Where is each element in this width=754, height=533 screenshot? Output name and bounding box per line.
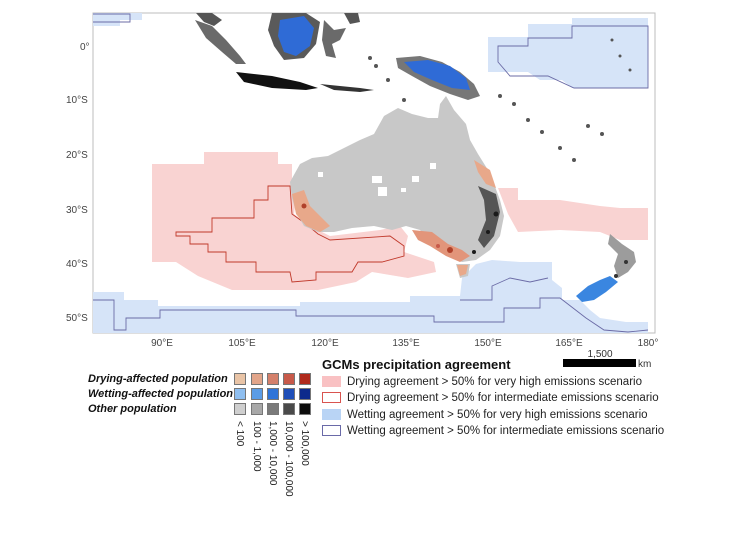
longitude-labels: 90°E 105°E 120°E 135°E 150°E 165°E 180° [151,338,658,349]
agreement-legend-item: Wetting agreement > 50% for intermediate… [322,424,664,437]
agreement-legend-item: Drying agreement > 50% for very high emi… [322,375,642,388]
east-coast-dense-population [472,186,500,254]
lat-label: 30°S [66,205,88,216]
population-class-label: 10,000 - 100,000 [283,421,294,497]
population-swatch [283,373,295,385]
lat-label: 20°S [66,150,88,161]
population-swatch [234,388,246,400]
population-swatch [299,388,311,400]
sumatra [195,20,246,64]
wetting-outline-pacific [497,25,649,89]
population-swatch [299,373,311,385]
scale-bar: 1,500 km [563,349,651,370]
small-islands [368,38,632,162]
lon-label: 105°E [228,338,256,349]
population-swatch [251,373,263,385]
population-row-label: Other population [88,403,177,415]
population-class-label: < 100 [234,421,245,447]
scale-value: 1,500 [587,349,612,360]
nz-north-island [608,234,636,278]
agreement-label: Drying agreement > 50% for very high emi… [347,375,642,388]
lesser-sunda [320,84,374,92]
nz-south-island [576,276,618,302]
scale-bar-line [563,359,636,367]
lat-label: 40°S [66,259,88,270]
lat-label: 0° [80,42,90,53]
wetting-high-pacific [488,18,648,88]
australia-landmass [290,96,504,262]
population-swatch [299,403,311,415]
drying-pop-east [474,160,496,188]
malaysia [196,13,222,26]
agreement-legend-title: GCMs precipitation agreement [322,357,511,372]
lat-label: 50°S [66,313,88,324]
agreement-swatch [322,376,341,387]
population-swatch [251,403,263,415]
population-row-label: Wetting-affected population [88,388,234,400]
population-row-label: Drying-affected population [88,373,228,385]
population-swatch [267,403,279,415]
drying-intermediate-outline [175,185,405,283]
agreement-label: Wetting agreement > 50% for very high em… [347,408,648,421]
population-class-label: 100 - 1,000 [251,421,262,472]
lat-label: 10°S [66,95,88,106]
agreement-swatch [322,425,341,436]
wetting-intermediate-outlines [93,13,649,333]
agreement-legend-item: Drying agreement > 50% for intermediate … [322,391,659,404]
agreement-label: Wetting agreement > 50% for intermediate… [347,424,665,437]
drying-pop-se [412,230,470,262]
population-swatch [251,388,263,400]
maritime-se-asia [195,13,632,162]
population-swatch [234,403,246,415]
agreement-label: Drying agreement > 50% for intermediate … [347,391,659,404]
population-class-label: > 100,000 [299,421,310,466]
drying-pop-sw [292,190,330,232]
population-class-label: 1,000 - 10,000 [267,421,278,486]
drying-pop-tas [457,265,468,276]
population-swatch [283,403,295,415]
borneo-wetting [278,16,314,56]
population-swatch [267,373,279,385]
lon-label: 150°E [474,338,502,349]
wetting-outline-topleft [93,13,131,23]
wetting-outline-southern [93,277,649,333]
lon-label: 165°E [555,338,583,349]
java [236,72,318,90]
lon-label: 180° [638,338,659,349]
philippines [344,13,360,24]
new-zealand [576,234,636,302]
lon-label: 90°E [151,338,173,349]
agreement-swatch [322,409,341,420]
population-swatch [267,388,279,400]
new-guinea-wetting [404,60,470,90]
agreement-swatch [322,392,341,403]
lon-label: 120°E [311,338,339,349]
australia-interior-gaps [318,163,436,196]
drying-high-region [152,152,648,290]
population-swatch [234,373,246,385]
lon-label: 135°E [392,338,420,349]
population-swatch [283,388,295,400]
sulawesi [322,20,346,58]
latitude-labels: 0° 10°S 20°S 30°S 40°S 50°S [66,42,90,324]
agreement-legend-item: Wetting agreement > 50% for very high em… [322,408,648,421]
drying-affected-population [292,160,496,276]
scale-unit: km [638,359,651,370]
